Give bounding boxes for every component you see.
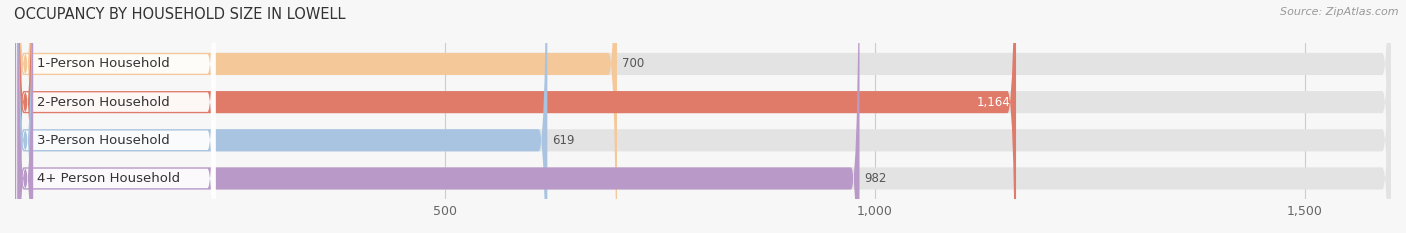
FancyBboxPatch shape xyxy=(15,0,1391,233)
FancyBboxPatch shape xyxy=(17,0,215,233)
FancyBboxPatch shape xyxy=(18,0,34,233)
Text: 3-Person Household: 3-Person Household xyxy=(38,134,170,147)
FancyBboxPatch shape xyxy=(18,0,34,233)
FancyBboxPatch shape xyxy=(15,0,1391,233)
FancyBboxPatch shape xyxy=(18,0,34,233)
FancyBboxPatch shape xyxy=(17,0,215,233)
FancyBboxPatch shape xyxy=(15,0,1391,233)
FancyBboxPatch shape xyxy=(17,0,215,233)
FancyBboxPatch shape xyxy=(15,0,547,233)
FancyBboxPatch shape xyxy=(15,0,1017,233)
Text: 619: 619 xyxy=(553,134,575,147)
FancyBboxPatch shape xyxy=(17,0,215,233)
Text: 982: 982 xyxy=(865,172,887,185)
Text: 700: 700 xyxy=(623,58,644,70)
FancyBboxPatch shape xyxy=(15,0,1391,233)
Text: 1,164: 1,164 xyxy=(977,96,1011,109)
Text: 4+ Person Household: 4+ Person Household xyxy=(38,172,180,185)
Text: 2-Person Household: 2-Person Household xyxy=(38,96,170,109)
FancyBboxPatch shape xyxy=(15,0,859,233)
Text: OCCUPANCY BY HOUSEHOLD SIZE IN LOWELL: OCCUPANCY BY HOUSEHOLD SIZE IN LOWELL xyxy=(14,7,346,22)
FancyBboxPatch shape xyxy=(15,0,617,233)
Text: 1-Person Household: 1-Person Household xyxy=(38,58,170,70)
Text: Source: ZipAtlas.com: Source: ZipAtlas.com xyxy=(1281,7,1399,17)
FancyBboxPatch shape xyxy=(18,0,34,233)
